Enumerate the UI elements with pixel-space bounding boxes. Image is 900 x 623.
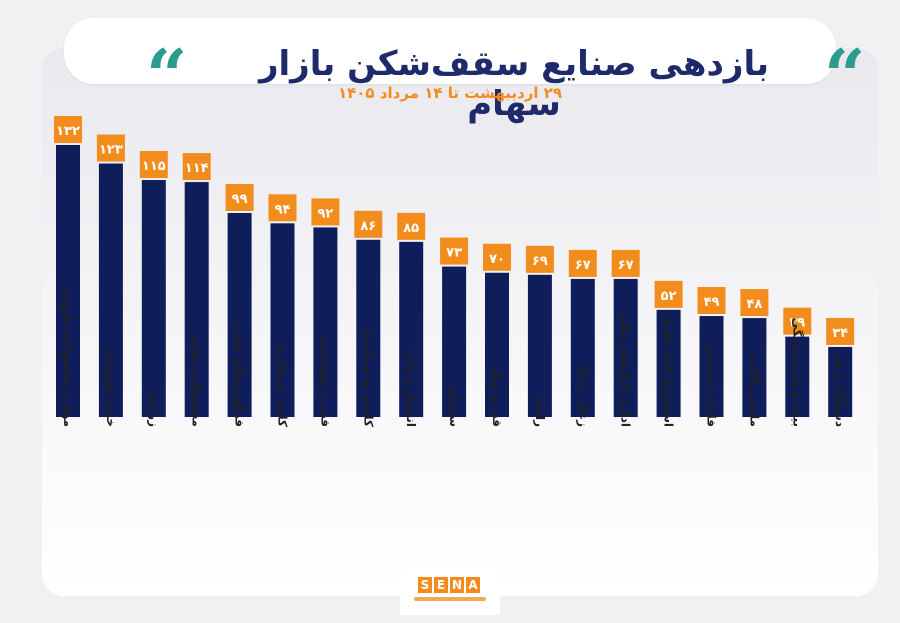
value-label-bg <box>96 134 125 162</box>
value-label-bg <box>139 151 168 179</box>
logo-letter: A <box>466 577 480 593</box>
value-label: ۱۳۲ <box>56 124 80 139</box>
value-label: ۳۹ <box>789 316 805 331</box>
category-label: مواد و محصولات دارویی <box>60 284 75 427</box>
value-label: ۴۹ <box>704 295 720 310</box>
category-label: محصولات غذایی <box>189 331 204 428</box>
bar <box>613 278 638 417</box>
bar <box>828 346 853 417</box>
value-label-bg <box>268 194 297 222</box>
value-label-bg <box>225 184 254 211</box>
category-label: فلزات اساسی <box>705 342 719 427</box>
value-label-bg <box>354 210 383 238</box>
value-label: ۷۳ <box>446 246 462 261</box>
category-label: دستگاه برقی <box>833 349 847 427</box>
value-label: ۹۴ <box>275 202 291 217</box>
bar <box>399 241 424 417</box>
bar <box>98 163 123 417</box>
value-label: ۱۲۳ <box>99 143 123 158</box>
category-label: ماشین آلات <box>747 358 762 427</box>
value-label: ۸۶ <box>360 219 376 234</box>
bar <box>699 316 724 417</box>
category-label: انتشار و چاپ <box>403 349 418 427</box>
date-range-subtitle: ۲۹ اردیبهشت تا ۱۴ مرداد ۱۴۰۵ <box>337 84 563 102</box>
value-label: ۹۲ <box>317 206 333 221</box>
category-label: فنی و مهندسی <box>317 335 332 427</box>
bar <box>442 266 467 417</box>
bar <box>656 309 681 417</box>
value-label: ۶۷ <box>618 258 634 273</box>
value-label: ۱۱۴ <box>185 161 209 176</box>
value-label-bg <box>740 289 769 317</box>
bar <box>527 274 552 417</box>
value-label-bg <box>440 237 469 265</box>
category-label: رایانه <box>533 395 547 427</box>
value-label: ۳۴ <box>832 326 848 341</box>
quote-close-icon: “ <box>824 33 866 118</box>
value-label-bg <box>182 153 211 181</box>
category-label: اداره بازارهای مالی <box>619 311 633 427</box>
category-label: زغال سنگ <box>576 364 590 427</box>
category-label: خرده فروشی <box>103 347 118 427</box>
bar <box>184 182 209 417</box>
value-label: ۶۷ <box>575 258 591 273</box>
bar <box>313 227 338 417</box>
value-label: ۴۸ <box>746 297 762 312</box>
title-box: “ بازدهی صنایع سقف‌شکن بازار سهام “ <box>64 18 865 124</box>
category-label: زراعت <box>147 388 161 427</box>
category-label: کانی غیرفلزی <box>276 343 290 427</box>
quote-open-icon: “ <box>146 33 188 118</box>
value-label-bg <box>783 307 812 335</box>
value-label-bg <box>54 116 82 143</box>
logo-letter: S <box>418 577 432 593</box>
logo-letter: E <box>434 577 448 593</box>
bar <box>742 318 767 417</box>
bar <box>485 272 509 417</box>
logo-tagline <box>414 597 486 601</box>
value-label: ۵۲ <box>661 289 677 304</box>
value-label-bg <box>568 249 597 277</box>
bar <box>356 239 381 417</box>
bar <box>785 336 810 417</box>
bar <box>56 145 80 417</box>
value-label: ۹۹ <box>232 192 248 207</box>
bar <box>570 278 595 417</box>
page-title: بازدهی صنایع سقف‌شکن بازار سهام <box>258 44 770 124</box>
value-label: ۶۹ <box>532 254 548 269</box>
value-label-bg <box>611 249 640 277</box>
category-label: سیمان <box>447 388 461 428</box>
value-label-bg <box>697 287 726 315</box>
bar <box>141 180 166 417</box>
category-label: بیمه و بازنشستگی <box>789 318 804 427</box>
category-label: کاشی و سرامیک <box>360 328 375 427</box>
value-label: ۷۰ <box>489 252 505 267</box>
value-label-bg <box>525 245 554 273</box>
category-label: فرآورده‌های نفتی <box>232 322 248 427</box>
value-label: ۱۱۵ <box>142 159 166 174</box>
category-label: استخراج کانه فلزی <box>662 314 676 427</box>
bar <box>270 223 295 417</box>
value-label-bg <box>483 243 511 271</box>
value-label-bg <box>397 212 426 240</box>
logo-letter: N <box>450 577 464 593</box>
bar <box>227 213 252 417</box>
value-label-bg <box>654 280 683 308</box>
value-label-bg <box>826 317 855 345</box>
value-label: ۸۵ <box>403 221 419 236</box>
value-label-bg <box>311 198 340 226</box>
category-label: قند و شکر <box>489 364 504 427</box>
